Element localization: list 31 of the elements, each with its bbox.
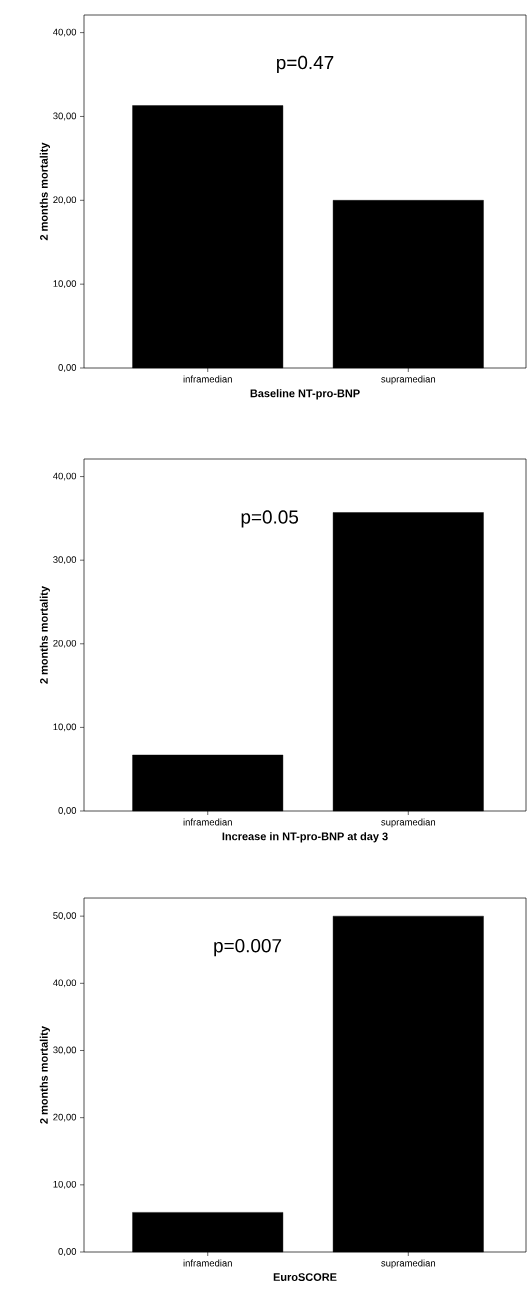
y-tick-label: 30,00 [53,112,77,121]
y-tick-label: 20,00 [53,1113,77,1122]
x-tick-label: inframedian [183,818,232,826]
y-tick-label: 0,00 [58,1248,77,1256]
x-tick-label: supramedian [381,375,436,385]
x-axis-title: Baseline NT-pro-BNP [250,389,360,400]
y-tick-label: 10,00 [53,1180,77,1189]
x-tick-label: supramedian [381,1259,436,1269]
annotation: p=0.47 [277,55,334,73]
x-axis-title: EuroSCORE [273,1273,337,1281]
annotation: p=0.007 [214,939,282,957]
y-tick-label: 50,00 [53,912,77,921]
y-tick-label: 10,00 [53,280,77,289]
y-tick-label: 40,00 [53,28,77,37]
y-tick-label: 40,00 [53,979,77,988]
y-tick-label: 30,00 [53,556,77,565]
y-tick-label: 20,00 [53,196,77,205]
y-tick-label: 10,00 [53,723,77,732]
y-tick-label: 0,00 [58,807,77,815]
y-tick-label: 0,00 [58,364,77,372]
y-tick-label: 20,00 [53,639,77,648]
annotation: p=0.05 [241,510,299,528]
y-tick-label: 40,00 [53,472,77,481]
x-tick-label: supramedian [381,818,436,828]
y-tick-label: 30,00 [53,1046,77,1055]
x-axis-title: Increase in NT-pro-BNP at day 3 [222,832,388,843]
y-axis-title: 2 months mortality [39,142,50,241]
x-tick-label: inframedian [183,1259,232,1267]
x-tick-label: inframedian [183,375,232,383]
y-axis-title: 2 months mortality [39,1026,50,1124]
y-axis-title: 2 months mortality [39,586,50,684]
